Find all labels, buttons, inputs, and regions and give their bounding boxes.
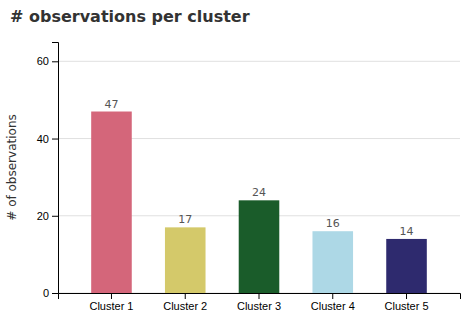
tick: Cluster 4 <box>311 293 355 312</box>
data-label: 24 <box>252 186 266 199</box>
grid-line <box>58 61 460 62</box>
chart: 0204060Cluster 1Cluster 2Cluster 3Cluste… <box>0 0 476 327</box>
tick: 40 <box>37 133 58 145</box>
tick-label: 60 <box>37 55 49 67</box>
tick-label: Cluster 4 <box>311 300 355 312</box>
data-label: 17 <box>178 213 192 226</box>
tick: 60 <box>37 55 58 67</box>
tick: Cluster 5 <box>385 293 429 312</box>
plot-area: 0204060Cluster 1Cluster 2Cluster 3Cluste… <box>37 43 461 312</box>
tick: 0 <box>43 287 58 299</box>
tick: Cluster 2 <box>163 293 207 312</box>
tick-label: 20 <box>37 210 49 222</box>
tick: 20 <box>37 210 58 222</box>
axis-line <box>59 294 461 300</box>
data-label: 16 <box>326 217 340 230</box>
tick: Cluster 3 <box>237 293 281 312</box>
tick-mark <box>52 293 58 294</box>
tick-mark <box>52 139 58 140</box>
tick-label: Cluster 3 <box>237 300 281 312</box>
bar <box>239 200 280 293</box>
tick-label: Cluster 1 <box>89 300 133 312</box>
bar <box>165 227 206 293</box>
tick-mark <box>332 293 333 299</box>
tick-label: 0 <box>43 287 49 299</box>
tick-mark <box>259 293 260 299</box>
data-labels: 47 17 24 16 14 <box>104 98 413 238</box>
bar <box>386 239 427 293</box>
bar <box>312 231 353 293</box>
x-axis: Cluster 1 Cluster 2 Cluster 3 Cluster 4 Clus… <box>59 293 461 312</box>
data-label: 14 <box>400 225 414 238</box>
tick-label: Cluster 2 <box>163 300 207 312</box>
tick: Cluster 1 <box>89 293 133 312</box>
chart-container: 0204060Cluster 1Cluster 2Cluster 3Cluste… <box>0 0 476 327</box>
tick-label: 40 <box>37 133 49 145</box>
title: # observations per cluster <box>10 7 250 26</box>
grid <box>58 61 460 293</box>
bar <box>91 112 132 293</box>
tick-label: Cluster 5 <box>385 300 429 312</box>
bars <box>91 112 427 293</box>
y-axis: 0 20 40 60 <box>37 43 59 300</box>
y-axis-title: # of observations <box>5 114 19 220</box>
data-label: 47 <box>104 98 118 111</box>
tick-mark <box>406 293 407 299</box>
tick-mark <box>52 216 58 217</box>
tick-mark <box>111 293 112 299</box>
tick-mark <box>185 293 186 299</box>
axis-line <box>52 43 59 294</box>
tick-mark <box>52 61 58 62</box>
